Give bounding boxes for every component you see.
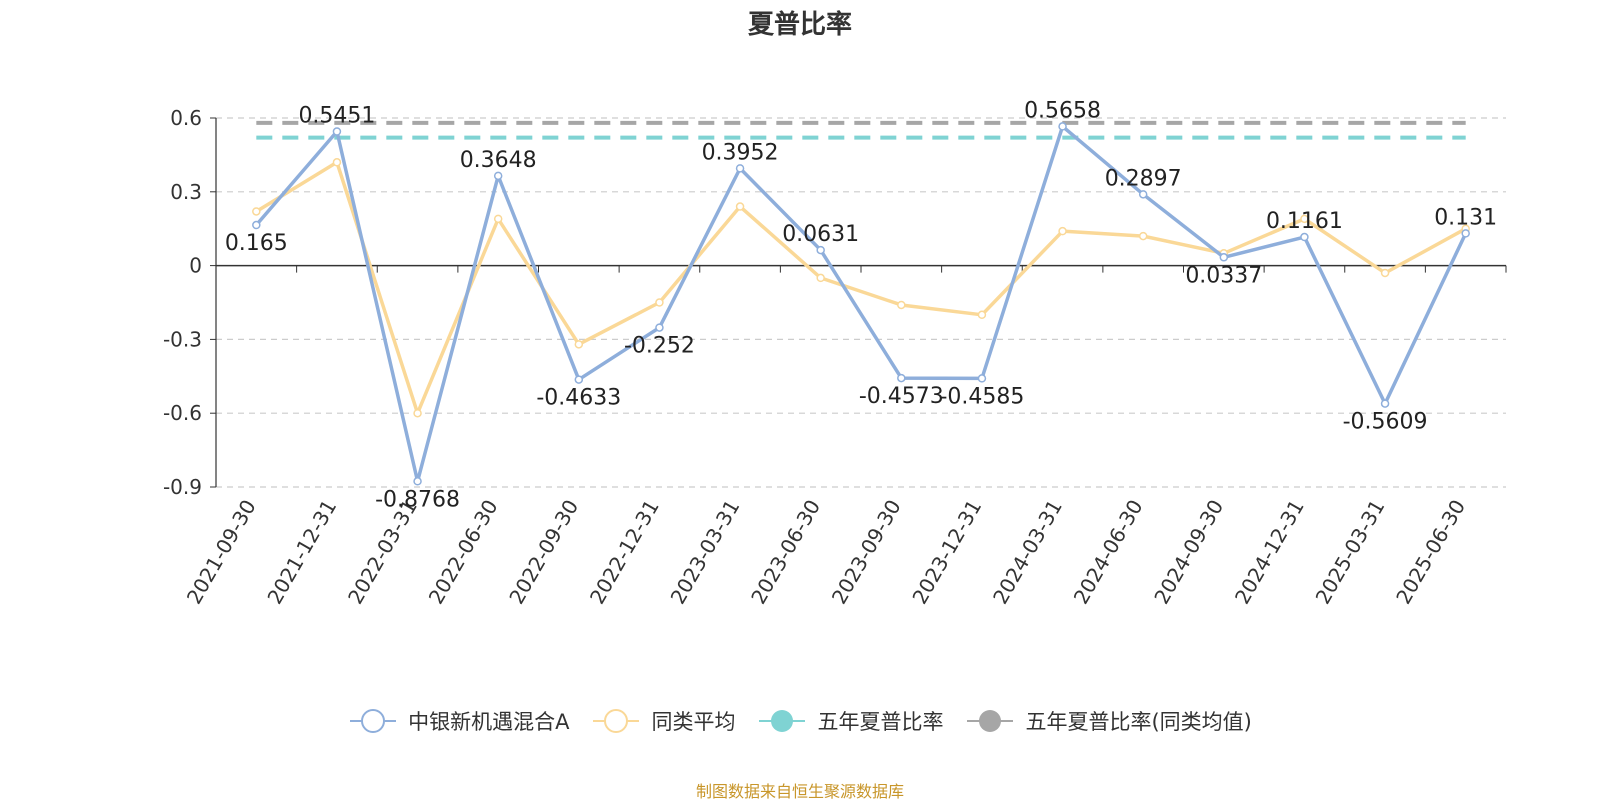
x-tick-label: 2021-09-30 — [182, 496, 261, 609]
x-tick-label: 2025-03-31 — [1310, 496, 1389, 609]
data-label: 0.5451 — [298, 104, 375, 129]
legend-marker-icon — [759, 710, 806, 732]
data-label: -0.4585 — [939, 384, 1024, 409]
data-point — [252, 220, 261, 230]
data-label: 0.3648 — [460, 148, 537, 173]
series-layer — [252, 122, 1470, 486]
legend-marker-icon — [967, 710, 1014, 732]
data-labels: 0.165 0.5451 -0.8768 0.3648 -0.4633 -0.252 0.3… — [225, 98, 1497, 512]
x-tick-label: 2023-12-31 — [907, 496, 986, 609]
legend-label: 中银新机遇混合A — [408, 710, 570, 734]
x-tick-label: 2022-06-30 — [424, 496, 503, 609]
x-tick-label: 2022-12-31 — [585, 496, 664, 609]
legend-label: 同类平均 — [651, 710, 736, 734]
data-point — [897, 373, 906, 383]
series-line-1 — [255, 160, 1467, 415]
y-tick-label: 0.3 — [170, 180, 202, 204]
x-tick-label: 2022-03-31 — [343, 496, 422, 609]
x-tick-label: 2023-03-31 — [665, 496, 744, 609]
data-point — [493, 171, 503, 181]
data-label: 0.131 — [1434, 205, 1497, 230]
data-point — [413, 477, 422, 486]
y-tick-label: -0.6 — [163, 401, 202, 425]
x-tick-label: 2023-09-30 — [827, 496, 906, 609]
x-tick-label: 2024-06-30 — [1069, 496, 1148, 609]
data-point — [655, 323, 664, 332]
legend-item[interactable]: 五年夏普比率 — [757, 706, 943, 736]
data-point — [1058, 122, 1067, 131]
data-point — [252, 207, 261, 216]
reference-lines — [256, 120, 1466, 140]
data-label: 0.0631 — [782, 222, 859, 247]
data-label: -0.252 — [624, 334, 695, 359]
data-point — [332, 127, 342, 136]
data-point — [977, 310, 987, 320]
data-point — [816, 273, 825, 283]
data-point — [574, 375, 584, 384]
x-tick-label: 2025-06-30 — [1391, 496, 1470, 609]
data-point — [1058, 226, 1067, 236]
data-label: 0.5658 — [1024, 98, 1101, 123]
data-point — [735, 202, 745, 211]
data-point — [493, 214, 503, 224]
series-line-0 — [254, 124, 1468, 484]
y-tick-label: -0.9 — [163, 475, 202, 499]
legend-item[interactable]: 中银新机遇混合A — [348, 706, 569, 736]
data-point — [1300, 214, 1309, 224]
data-point — [897, 300, 906, 310]
x-tick-label: 2023-06-30 — [746, 496, 825, 609]
data-point — [655, 298, 664, 307]
data-point — [1138, 231, 1148, 241]
y-tick-label: 0.6 — [170, 106, 202, 130]
data-label: -0.4633 — [536, 386, 621, 411]
data-label: 0.165 — [225, 231, 288, 256]
x-tick-label: 2021-12-31 — [262, 496, 341, 609]
legend-marker-icon — [593, 709, 640, 733]
data-point — [735, 164, 745, 173]
legend-marker-icon — [350, 709, 397, 733]
source-note: 制图数据来自恒生聚源数据库 — [695, 782, 904, 801]
data-label: -0.8768 — [375, 487, 460, 512]
legend-label: 五年夏普比率(同类均值) — [1025, 710, 1252, 734]
data-label: 0.3952 — [702, 140, 779, 165]
data-label: 0.2897 — [1105, 166, 1182, 191]
data-point — [1380, 399, 1390, 408]
data-label: 0.1161 — [1266, 209, 1343, 234]
data-point — [1300, 232, 1309, 242]
x-tick-label: 2022-09-30 — [504, 496, 583, 609]
data-label: -0.5609 — [1343, 410, 1428, 435]
data-point — [332, 158, 342, 167]
grid-layer — [216, 117, 1506, 488]
data-point — [1138, 190, 1148, 199]
legend: 中银新机遇混合A 同类平均 五年夏普比率 五年夏普比率(同类均值) — [0, 706, 1600, 736]
legend-item[interactable]: 同类平均 — [591, 706, 735, 736]
data-point — [816, 245, 825, 255]
legend-label: 五年夏普比率 — [817, 710, 944, 734]
data-point — [574, 340, 584, 349]
data-point — [413, 408, 422, 418]
data-point — [977, 374, 987, 383]
x-tick-label: 2024-03-31 — [988, 496, 1067, 609]
chart-title: 夏普比率 — [747, 10, 852, 40]
data-point — [1380, 268, 1390, 278]
y-tick-label: -0.3 — [163, 327, 202, 351]
y-tick-label: 0 — [189, 254, 202, 278]
data-point — [1461, 229, 1470, 238]
legend-item[interactable]: 五年夏普比率(同类均值) — [965, 706, 1252, 736]
data-label: 0.0337 — [1185, 263, 1262, 288]
data-label: -0.4573 — [859, 384, 944, 409]
x-tick-label: 2024-12-31 — [1230, 496, 1309, 609]
x-tick-label: 2024-09-30 — [1149, 496, 1228, 609]
data-point — [1219, 253, 1229, 262]
